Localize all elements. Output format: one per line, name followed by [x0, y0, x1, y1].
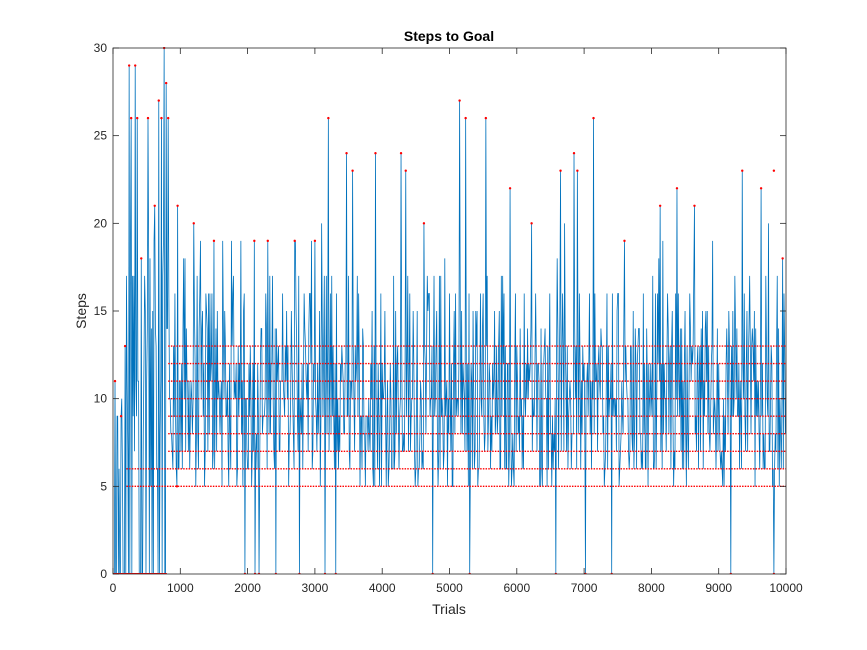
marker-point — [140, 257, 143, 260]
x-tick-label: 10000 — [769, 581, 803, 595]
marker-point — [327, 116, 330, 120]
marker-point — [166, 116, 170, 120]
marker-point — [508, 187, 512, 190]
marker-point — [293, 239, 296, 243]
marker-point — [266, 239, 269, 243]
plot-area: 0 1000 2000 3000 4000 5000 6000 7000 8000 9000 100… — [94, 41, 803, 595]
marker-point — [164, 81, 168, 85]
marker-point — [129, 116, 133, 120]
marker-point — [772, 169, 776, 172]
marker-point — [658, 204, 662, 207]
marker-point — [345, 152, 348, 155]
marker-point — [136, 116, 139, 120]
marker-point — [399, 152, 403, 155]
x-tick-label: 1000 — [167, 581, 194, 595]
x-tick-label: 2000 — [234, 581, 261, 595]
marker-point — [458, 99, 461, 102]
marker-point — [119, 415, 123, 418]
y-tick-label: 5 — [100, 479, 107, 493]
marker-point — [530, 222, 533, 225]
marker-point — [153, 204, 156, 207]
marker-point — [134, 64, 137, 67]
x-tick-label: 7000 — [571, 581, 598, 595]
marker-point — [113, 379, 117, 383]
marker-point — [484, 116, 488, 120]
y-tick-label: 15 — [94, 304, 108, 318]
marker-point — [157, 99, 160, 102]
chart-title: Steps to Goal — [404, 28, 494, 44]
marker-point — [741, 169, 744, 172]
y-tick-label: 20 — [94, 216, 108, 230]
x-tick-label: 4000 — [369, 581, 396, 595]
marker-point — [576, 169, 579, 172]
marker-point — [623, 239, 626, 243]
x-tick-label: 3000 — [302, 581, 329, 595]
series-line — [113, 47, 786, 574]
x-axis-label: Trials — [432, 601, 466, 617]
marker-point — [572, 152, 576, 155]
series-markers — [113, 47, 786, 574]
marker-point — [759, 187, 763, 190]
marker-point — [123, 344, 127, 348]
x-tick-label: 5000 — [436, 581, 463, 595]
marker-point — [404, 169, 407, 172]
marker-point — [559, 169, 562, 172]
y-tick-label: 10 — [94, 392, 108, 406]
x-tick-label: 8000 — [638, 581, 665, 595]
marker-point — [146, 116, 150, 120]
y-tick-label: 0 — [100, 567, 107, 581]
marker-point — [422, 222, 426, 225]
x-tick-label: 9000 — [705, 581, 732, 595]
marker-point — [675, 187, 679, 190]
marker-point — [127, 64, 131, 67]
y-tick-label: 25 — [94, 129, 108, 143]
marker-point — [592, 116, 595, 120]
marker-point — [313, 239, 317, 243]
y-tick-label: 30 — [94, 41, 108, 55]
series-line-path — [113, 47, 786, 574]
marker-point — [374, 152, 377, 155]
marker-point — [212, 239, 216, 243]
marker-point — [192, 222, 195, 225]
y-axis-label: Steps — [73, 293, 89, 329]
x-tick-label: 0 — [110, 581, 117, 595]
marker-point — [351, 169, 354, 172]
marker-point — [175, 485, 179, 488]
marker-point — [253, 239, 256, 243]
marker-point — [781, 257, 784, 260]
marker-point — [160, 116, 163, 120]
marker-point — [464, 116, 467, 120]
marker-point — [693, 204, 696, 207]
x-tick-label: 6000 — [503, 581, 530, 595]
marker-point — [176, 204, 179, 207]
